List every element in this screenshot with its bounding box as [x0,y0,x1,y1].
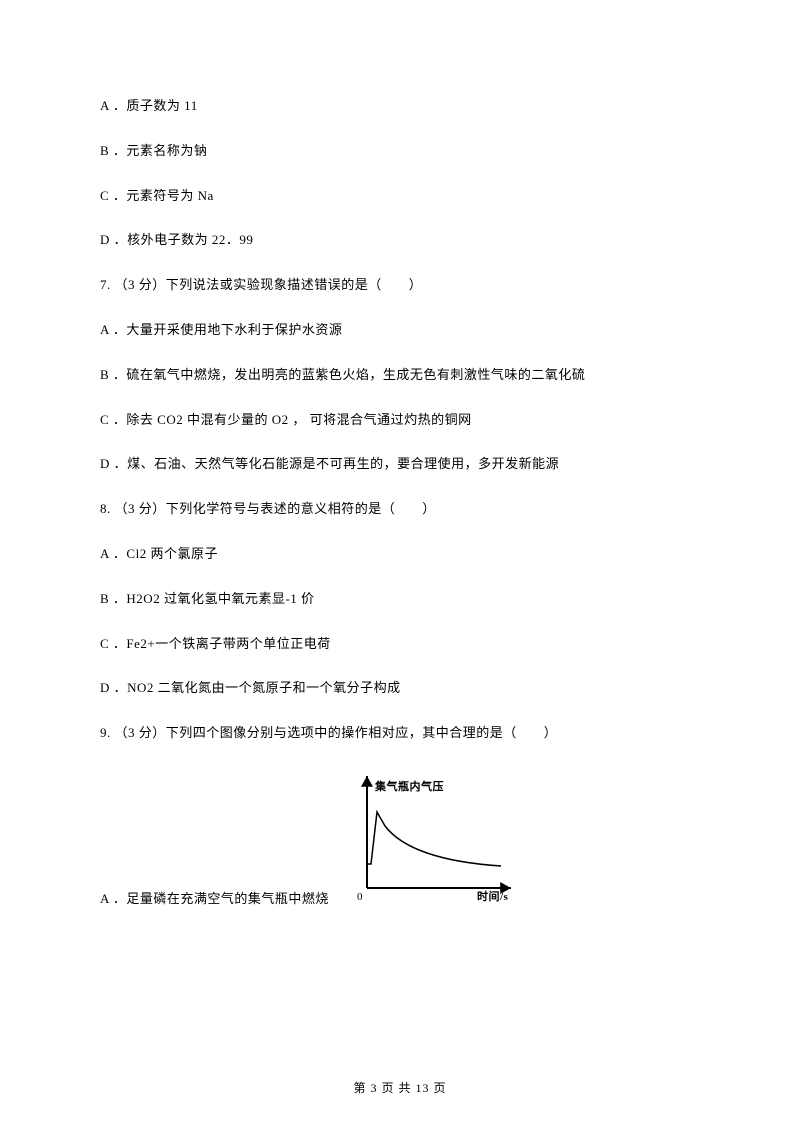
svg-text:0: 0 [357,891,363,903]
q9-option-a-row: A ．足量磷在充满空气的集气瓶中燃烧 集气瓶内气压时间/s 0 [100,768,700,910]
prev-option-d: D ．核外电子数为 22．99 [100,230,700,251]
chart-svg: 集气瓶内气压时间/s 0 [341,768,531,903]
q9-option-a: A ．足量磷在充满空气的集气瓶中燃烧 [100,889,329,910]
q7-option-b: B ．硫在氧气中燃烧，发出明亮的蓝紫色火焰，生成无色有刺激性气味的二氧化硫 [100,365,700,386]
prev-option-a: A ．质子数为 11 [100,96,700,117]
svg-text:时间/s: 时间/s [477,889,509,903]
page-content: A ．质子数为 11 B ．元素名称为钠 C ．元素符号为 Na D ．核外电子… [0,0,800,910]
q7-option-a: A ．大量开采使用地下水利于保护水资源 [100,320,700,341]
q7-option-c: C ．除去 CO2 中混有少量的 O2 ， 可将混合气通过灼热的铜网 [100,410,700,431]
q8-option-a: A ．Cl2 两个氯原子 [100,544,700,565]
q8-stem: 8. （3 分）下列化学符号与表述的意义相符的是（ ） [100,499,700,520]
pressure-time-chart: 集气瓶内气压时间/s 0 [341,768,531,910]
prev-option-b: B ．元素名称为钠 [100,141,700,162]
q8-option-b: B ．H2O2 过氧化氢中氧元素显-1 价 [100,589,700,610]
q7-option-d: D ．煤、石油、天然气等化石能源是不可再生的，要合理使用，多开发新能源 [100,454,700,475]
page-footer: 第 3 页 共 13 页 [0,1079,800,1096]
prev-option-c: C ．元素符号为 Na [100,186,700,207]
svg-text:集气瓶内气压: 集气瓶内气压 [374,779,444,793]
q9-stem: 9. （3 分）下列四个图像分别与选项中的操作相对应，其中合理的是（ ） [100,723,700,744]
q7-stem: 7. （3 分）下列说法或实验现象描述错误的是（ ） [100,275,700,296]
q8-option-c: C ．Fe2+一个铁离子带两个单位正电荷 [100,634,700,655]
q8-option-d: D ．NO2 二氧化氮由一个氮原子和一个氧分子构成 [100,678,700,699]
